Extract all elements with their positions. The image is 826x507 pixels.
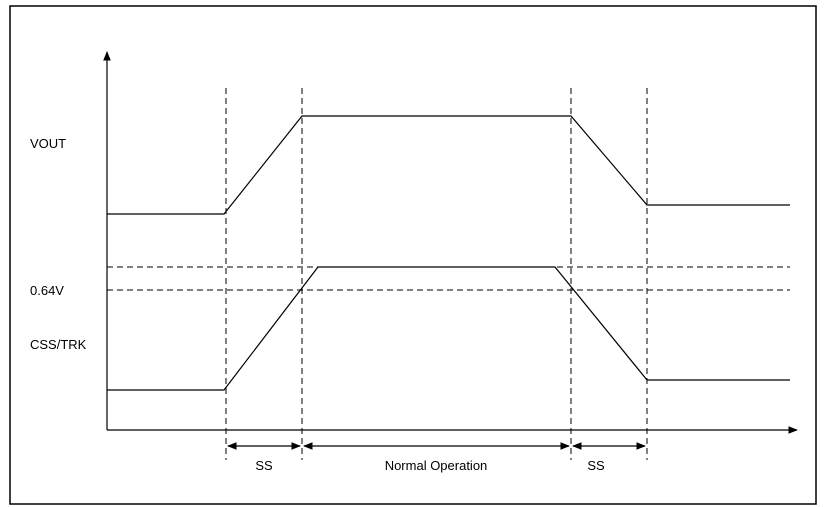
css-trk-label: CSS/TRK [30,337,87,352]
ss-fall-label: SS [587,458,605,473]
reference-lines [107,266,790,291]
vout-waveform [107,115,790,215]
threshold-label: 0.64V [30,283,64,298]
vout-label: VOUT [30,136,66,151]
phase-boundaries [225,88,648,460]
normal-operation-label: Normal Operation [385,458,488,473]
figure-border [9,5,817,505]
ss-rise-label: SS [255,458,273,473]
css-trk-waveform [107,266,790,391]
